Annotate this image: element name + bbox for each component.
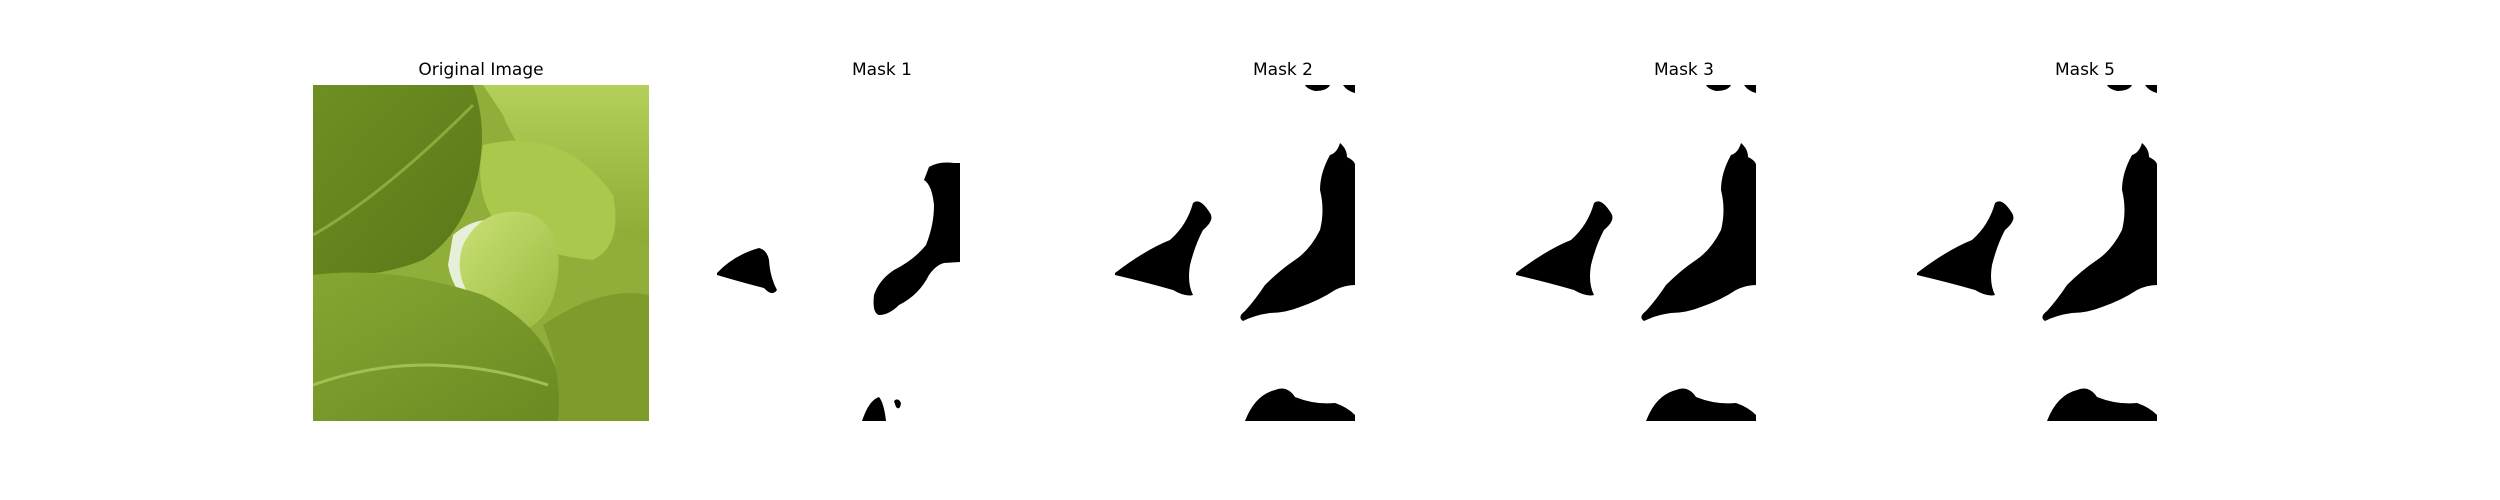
original-image: [313, 85, 649, 421]
panel-title: Mask 5: [1917, 60, 2253, 80]
panel-original-image: Original Image: [313, 0, 649, 500]
panel-mask-1: Mask 1: [714, 0, 1050, 500]
panel-mask-2: Mask 2: [1115, 0, 1451, 500]
mask-image: [714, 85, 1050, 421]
panel-mask-3: Mask 3: [1516, 0, 1852, 500]
panel-title: Mask 2: [1115, 60, 1451, 80]
panel-mask-5: Mask 5: [1917, 0, 2253, 500]
mask-image: [1917, 85, 2253, 421]
mask-image: [1516, 85, 1852, 421]
mask-image: [1115, 85, 1451, 421]
panel-title: Mask 1: [714, 60, 1050, 80]
panel-title: Mask 3: [1516, 60, 1852, 80]
panel-title: Original Image: [313, 60, 649, 80]
